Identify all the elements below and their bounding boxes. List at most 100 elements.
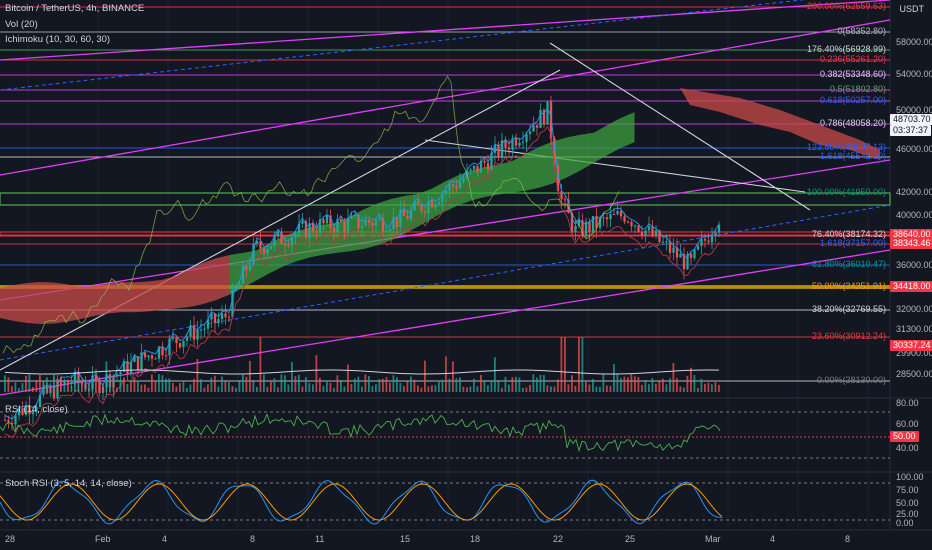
volume-bar [515,376,517,392]
candle-body [147,355,150,358]
fib-level-label: 50.00%(34351.91) [811,281,886,291]
candle-body [248,265,252,271]
trendline-resistance [549,42,811,211]
volume-bar [574,385,577,392]
candle-body [423,211,427,213]
candle-body [420,204,423,212]
volume-bar [630,374,633,392]
volume-bar [301,386,304,392]
fib-level-label: 23.60%(30912.24) [811,331,886,341]
candle-body [378,218,381,221]
candle-body [588,221,591,232]
candle-body [161,346,164,356]
candle-body [612,214,616,216]
price-tag: 38640.00 [890,229,932,240]
candle-body [339,219,343,222]
stoch-rsi-legend: Stoch RSI (3, 5, 14, 14, close) [5,478,132,489]
candle-body [189,325,192,337]
candle-body [136,356,140,370]
volume-bar [21,383,24,392]
volume-bar [158,374,160,392]
volume-bar [427,386,430,392]
candles [3,95,721,433]
volume-bar [441,379,444,392]
candle-body [469,169,472,171]
candle-body [528,131,532,134]
volume-bar [518,377,521,392]
volume-bar [91,386,94,392]
volume-bar [161,375,164,392]
volume-bar [620,378,622,392]
volume-bar [648,384,650,392]
volume-bar [476,386,479,392]
volume-bar [714,382,717,392]
time-axis-label: Feb [95,534,111,544]
candle-body [3,420,7,421]
candle-body [185,336,189,341]
stoch-k-line [0,479,723,525]
candle-body [395,216,399,228]
candle-body [168,338,171,356]
volume-bar [658,381,661,392]
volume-bar [704,383,706,392]
candle-body [444,190,448,195]
candle-body [255,241,259,244]
candle-body [640,231,644,237]
volume-bar [109,374,111,392]
volume-bar [291,362,293,392]
candle-body [297,223,301,234]
currency-label[interactable]: USDT [899,4,925,14]
candle-body [290,237,294,246]
candle-body [70,382,73,384]
fib-level-label: 0.5(51802.80) [829,84,886,94]
candle-body [133,356,136,362]
volume-bar [543,374,545,392]
volume-bar [11,386,13,392]
volume-bar [140,384,143,392]
candle-body [332,228,336,233]
price-axis-tick: 36000.00 [896,260,932,270]
candle-body [563,199,567,201]
rsi-axis-tick: 80.00 [896,398,919,408]
candle-body [392,216,395,230]
channel-line [0,19,891,176]
volume-bar [655,383,657,392]
candle-body [707,240,710,243]
price-axis-tick: 58000.00 [896,37,932,47]
volume-bar [322,385,325,392]
volume-bar [217,386,220,392]
candle-body [479,160,483,173]
candle-body [150,355,154,359]
volume-bar [406,381,409,392]
time-axis-label: Mar [705,534,721,544]
time-axis-label: 4 [162,534,168,544]
fib-level-label: 176.40%(56928.99) [806,44,886,54]
candle-body [539,109,542,128]
time-axis-label: 8 [250,534,256,544]
volume-bar [392,375,395,392]
candle-body [374,220,378,226]
candle-body [294,233,297,238]
candle-body [703,238,707,241]
volume-bar [224,381,227,392]
time-axis-label: 11 [315,534,325,544]
volume-bar [501,387,503,392]
candle-body [52,386,56,399]
volume-bar [123,377,125,392]
volume-bar [126,383,129,392]
volume-bar [137,380,139,392]
candle-body [651,226,654,237]
candle-body [682,253,686,270]
volume-bar [249,360,251,392]
candle-body [521,141,525,143]
candle-body [490,152,493,170]
candle-body [504,140,507,148]
rsi-legend: RSI (14, close) [5,404,68,415]
fib-level-label: 1.618(37157.00) [819,238,886,248]
candle-body [276,231,280,237]
volume-bar [504,376,507,392]
candle-body [497,144,500,157]
candle-body [266,248,269,254]
volume-bar [228,382,230,392]
